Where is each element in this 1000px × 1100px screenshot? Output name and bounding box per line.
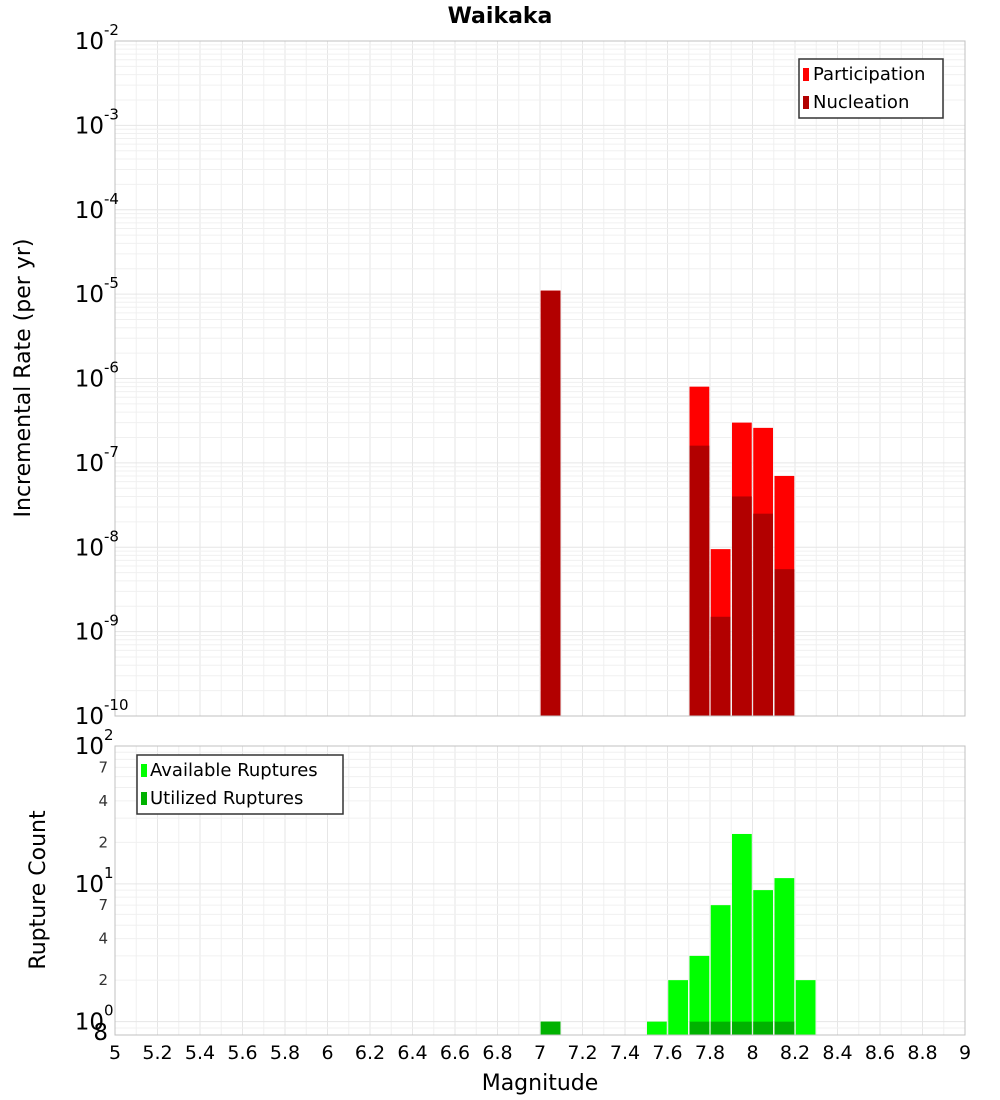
top-y-tick-base: 10 <box>75 198 104 224</box>
bottom-bar-available-ruptures <box>668 980 688 1035</box>
x-tick-label: 7.6 <box>652 1042 682 1064</box>
top-bar-nucleation <box>689 445 710 716</box>
legend-swatch-utilized <box>141 792 147 805</box>
top-y-tick-exponent: -10 <box>104 696 129 714</box>
bottom-y-tick-base: 10 <box>75 1010 104 1036</box>
top-y-tick-base: 10 <box>75 367 104 393</box>
bottom-bar-available-ruptures <box>753 890 773 1035</box>
bottom-y-tick-base: 10 <box>75 734 104 760</box>
legend-label-participation: Participation <box>813 64 925 85</box>
top-y-tick-base: 10 <box>75 29 104 55</box>
x-tick-label: 8.6 <box>865 1042 895 1064</box>
bottom-y-minor-tick-label: 4 <box>98 930 108 948</box>
bottom-y-tick-exponent: 1 <box>104 864 114 882</box>
top-y-tick-base: 10 <box>75 451 104 477</box>
top-y-tick-base: 10 <box>75 704 104 730</box>
x-tick-label: 5.4 <box>185 1042 215 1064</box>
bottom-y-minor-tick-label: 2 <box>98 971 108 989</box>
top-y-tick-base: 10 <box>75 535 104 561</box>
bottom-y-axis-label: Rupture Count <box>26 810 51 970</box>
top-y-tick-base: 10 <box>75 113 104 139</box>
bottom-legend: Available Ruptures Utilized Ruptures <box>136 754 344 815</box>
bottom-bar-available-ruptures <box>689 955 710 1035</box>
bottom-bar-available-ruptures <box>774 878 795 1035</box>
bottom-bar-utilized-ruptures <box>732 1021 752 1035</box>
x-tick-label: 6 <box>321 1042 333 1064</box>
top-y-tick-exponent: -9 <box>104 612 119 630</box>
top-y-tick-exponent: -7 <box>104 443 119 461</box>
top-y-tick-exponent: -2 <box>104 21 119 39</box>
top-y-tick-exponent: -8 <box>104 527 119 545</box>
x-tick-label: 7.2 <box>567 1042 597 1064</box>
bottom-bar-available-ruptures <box>710 905 731 1035</box>
x-tick-label: 7 <box>534 1042 546 1064</box>
top-bar-nucleation <box>774 569 795 716</box>
top-y-axis-label: Incremental Rate (per yr) <box>11 239 36 518</box>
bottom-bar-utilized-ruptures <box>710 1021 731 1035</box>
top-bar-nucleation <box>540 290 561 716</box>
bottom-y-minor-tick-label: 7 <box>98 758 108 776</box>
x-tick-label: 6.8 <box>482 1042 512 1064</box>
chart-title: Waikaka <box>448 4 553 29</box>
top-y-tick-exponent: -6 <box>104 359 119 377</box>
x-tick-label: 6.6 <box>440 1042 470 1064</box>
legend-swatch-available <box>141 764 147 777</box>
bottom-plot-frame <box>114 745 966 1036</box>
legend-label-available: Available Ruptures <box>150 760 318 781</box>
legend-label-utilized: Utilized Ruptures <box>150 788 303 809</box>
bottom-bar-utilized-ruptures <box>689 1021 710 1035</box>
bottom-plot-bars <box>540 833 816 1035</box>
top-plot-frame <box>114 40 966 717</box>
bottom-bar-available-ruptures <box>795 980 816 1035</box>
bottom-y-tick-exponent: 0 <box>104 1002 114 1020</box>
x-tick-label: 6.2 <box>355 1042 385 1064</box>
top-y-tick-base: 10 <box>75 282 104 308</box>
bottom-bar-utilized-ruptures <box>753 1021 773 1035</box>
x-tick-label: 9 <box>959 1042 971 1064</box>
top-bar-nucleation <box>753 513 773 716</box>
x-tick-label: 6.4 <box>397 1042 427 1064</box>
x-tick-label: 5 <box>109 1042 121 1064</box>
bottom-y-minor-tick-label: 2 <box>98 833 108 851</box>
bottom-y-tick-base: 10 <box>75 872 104 898</box>
x-tick-labels: 5 5.2 5.4 5.6 5.8 6 6.2 6.4 6.6 6.8 7 7.2 7.4 7.6 7.8 8… <box>109 1042 971 1064</box>
bottom-y-minor-tick-label: 8 <box>93 1020 108 1046</box>
bottom-bar-utilized-ruptures <box>774 1021 795 1035</box>
top-plot-bars <box>540 290 795 716</box>
top-plot-grid <box>114 41 966 717</box>
legend-swatch-nucleation <box>803 96 809 109</box>
top-y-tick-base: 10 <box>75 620 104 646</box>
legend-swatch-participation <box>803 68 809 81</box>
x-tick-label: 7.4 <box>610 1042 640 1064</box>
x-tick-label: 8.8 <box>907 1042 937 1064</box>
top-legend: Participation Nucleation <box>798 58 944 119</box>
x-tick-label: 8 <box>746 1042 758 1064</box>
x-tick-label: 5.6 <box>227 1042 257 1064</box>
x-tick-label: 8.2 <box>780 1042 810 1064</box>
x-axis-label: Magnitude <box>482 1071 599 1096</box>
x-tick-label: 5.8 <box>270 1042 300 1064</box>
bottom-y-minor-tick-label: 4 <box>98 792 108 810</box>
top-y-tick-exponent: -4 <box>104 190 119 208</box>
bottom-bar-available-ruptures <box>647 1021 667 1035</box>
bottom-y-tick-exponent: 2 <box>104 726 114 744</box>
top-bar-nucleation <box>710 616 731 716</box>
top-y-tick-exponent: -5 <box>104 274 119 292</box>
top-y-tick-exponent: -3 <box>104 105 119 123</box>
bottom-y-minor-tick-label: 7 <box>98 896 108 914</box>
x-tick-label: 8.4 <box>822 1042 852 1064</box>
bottom-bar-available-ruptures <box>732 833 752 1035</box>
x-tick-label: 7.8 <box>695 1042 725 1064</box>
legend-label-nucleation: Nucleation <box>813 92 909 113</box>
top-bar-nucleation <box>732 496 752 716</box>
bottom-bar-utilized-ruptures <box>540 1021 561 1035</box>
x-tick-label: 5.2 <box>142 1042 172 1064</box>
